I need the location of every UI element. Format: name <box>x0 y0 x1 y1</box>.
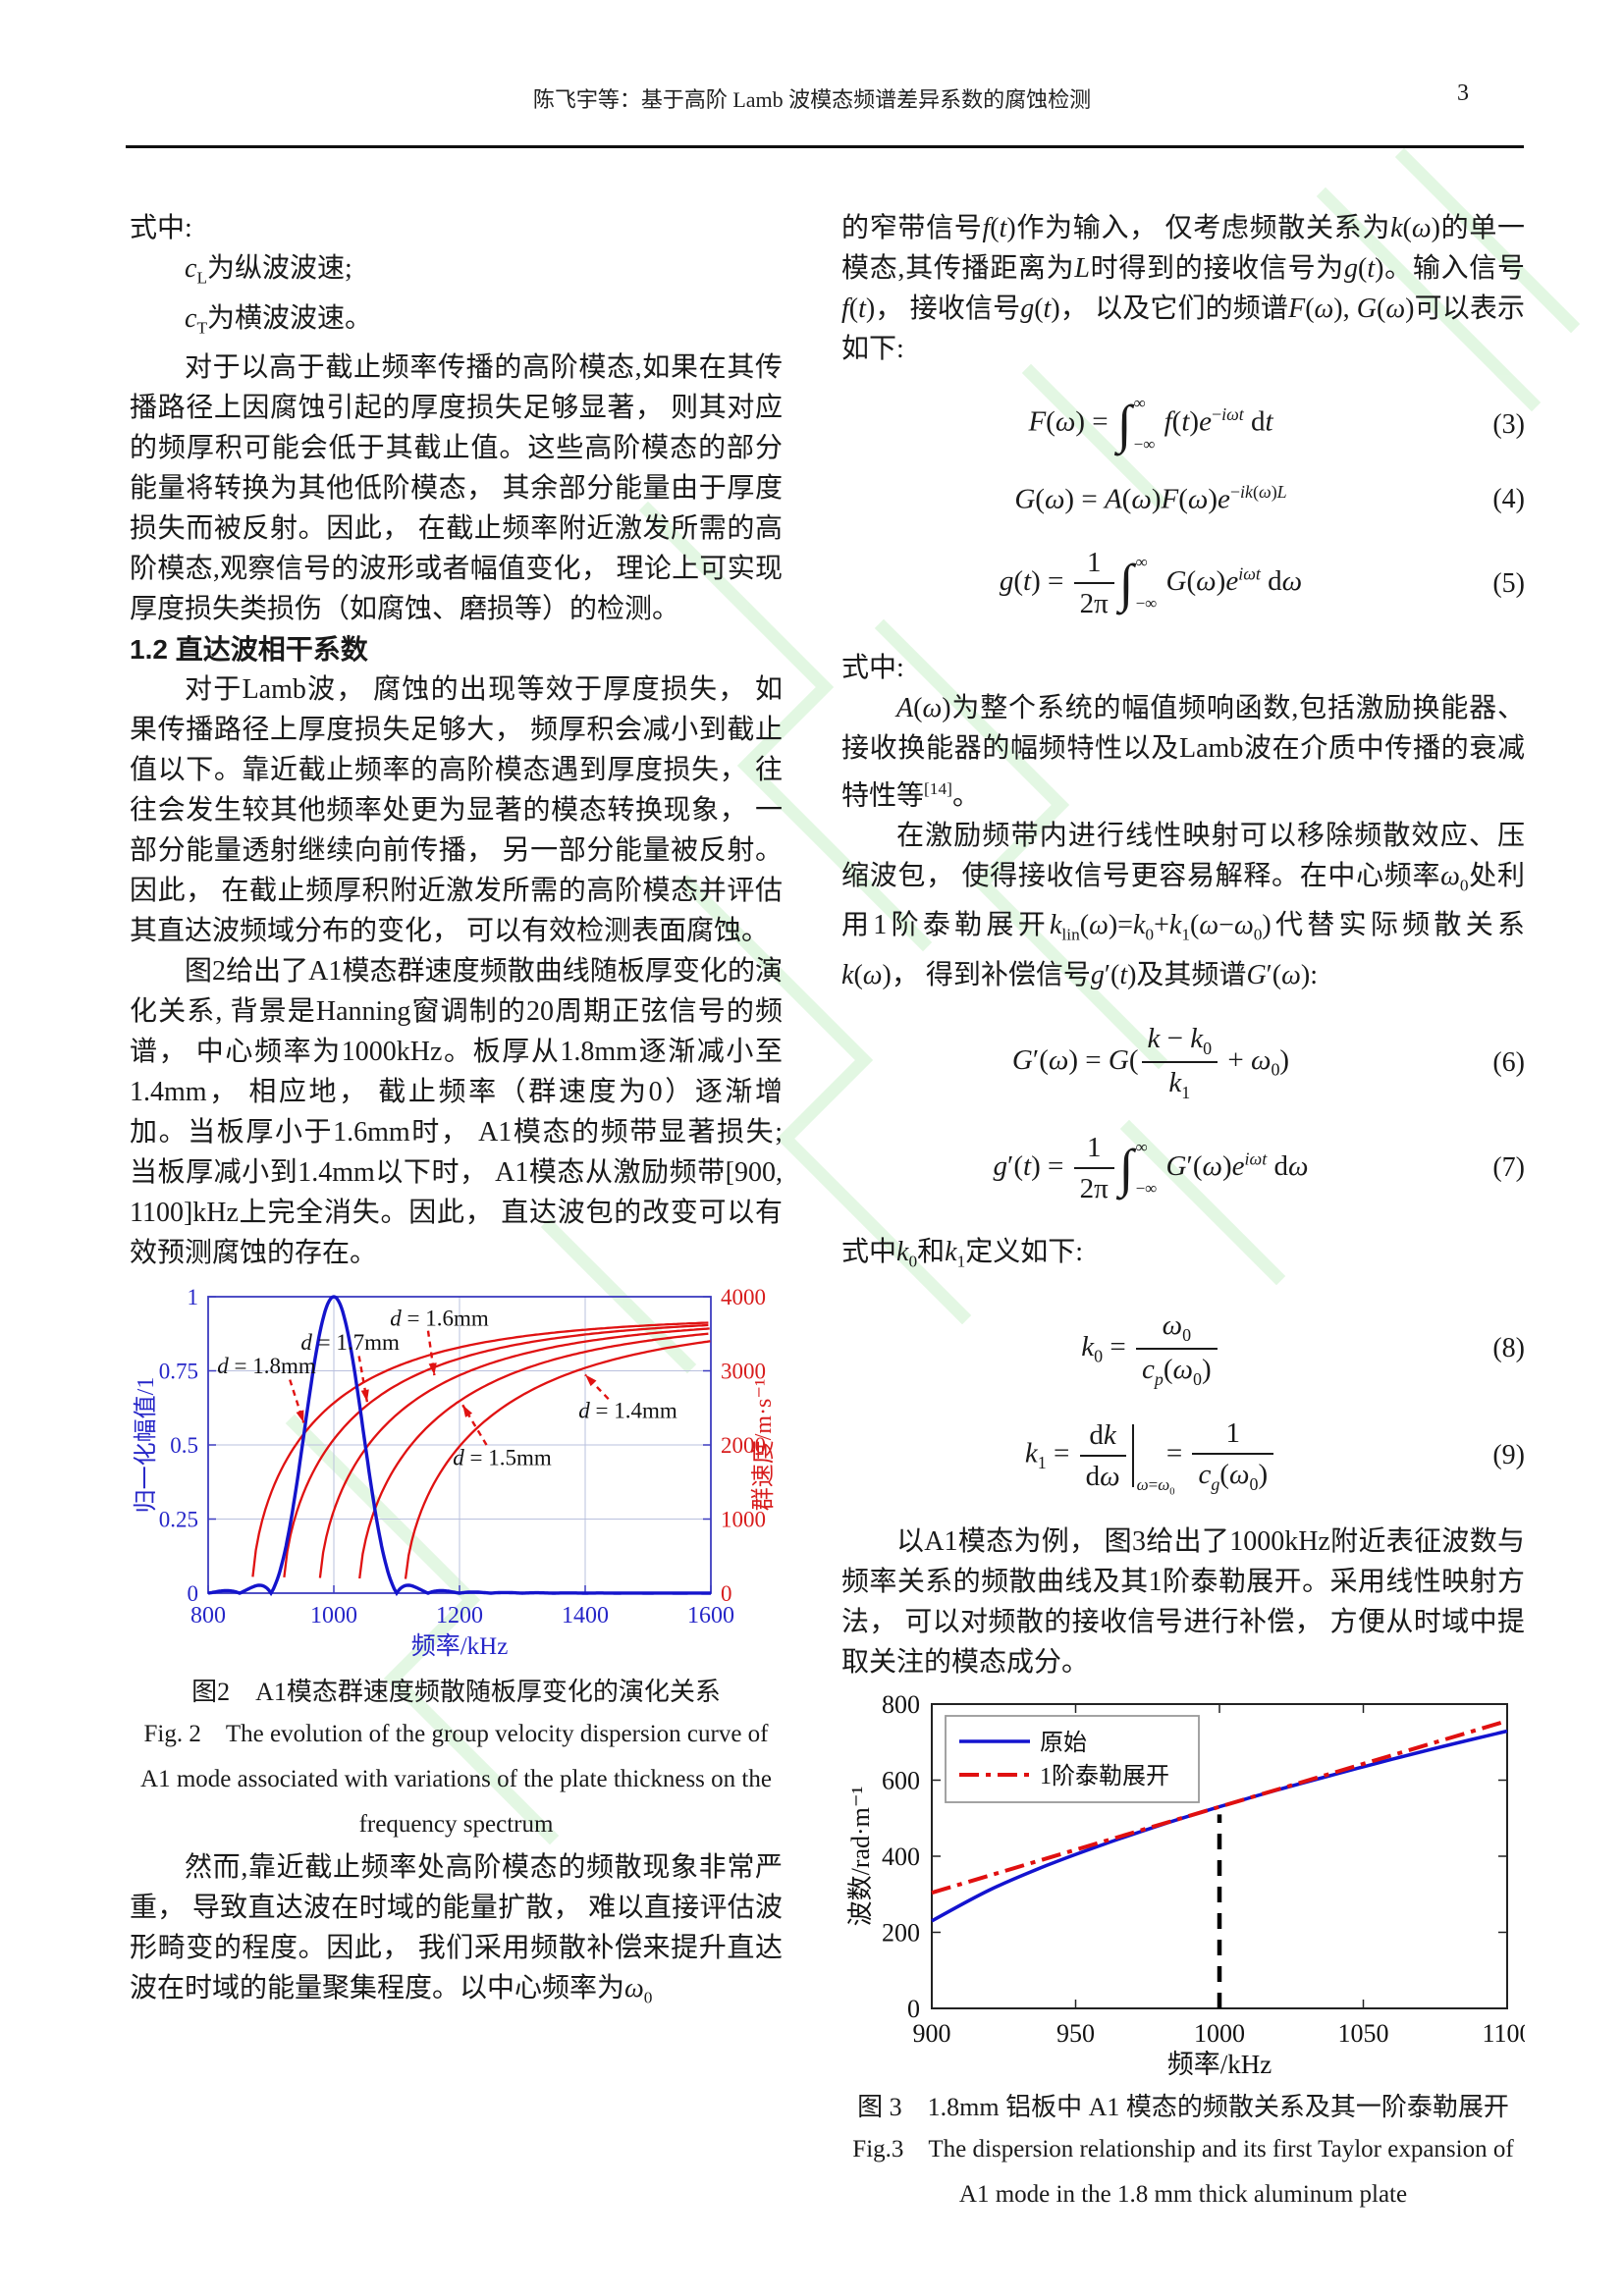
equation-9-number: (9) <box>1492 1440 1525 1471</box>
figure-3-chart: 原始 1阶泰勒展开 900 950 1000 1050 1100 0 200 400 600 800 频… <box>841 1690 1533 2087</box>
svg-text:d = 1.8mm: d = 1.8mm <box>217 1354 316 1378</box>
svg-text:d = 1.4mm: d = 1.4mm <box>578 1398 677 1422</box>
paragraph-shizhong: 式中: <box>130 213 192 243</box>
equation-7: g′(t) = 1 2π ∫ ∞ −∞ G′(ω)eiωt dω (7) <box>841 1130 1525 1207</box>
figure-2-chart: d = 1.8mm d = 1.7mm d = 1.6mm d = 1.5mm d = … <box>130 1281 783 1672</box>
svg-text:d = 1.6mm: d = 1.6mm <box>390 1307 489 1331</box>
paragraph-linear-mapping: 在激励频带内进行线性映射可以移除频散效应、压缩波包， 使得接收信号更容易解释。在… <box>841 820 1525 991</box>
left-column: 式中: cL为纵波波速; cT为横波波速。 对于以高于截止频率传播的高阶模态,如… <box>130 208 783 2018</box>
svg-text:群速度/m·s⁻¹: 群速度/m·s⁻¹ <box>750 1379 777 1512</box>
definition-cl: cL为纵波波速; <box>185 253 352 288</box>
figure-3-legend: 原始 1阶泰勒展开 <box>945 1714 1200 1803</box>
equation-7-number: (7) <box>1492 1152 1525 1184</box>
paragraph-dispersion-compensation: 然而,靠近截止频率处高阶模态的频散现象非常严重， 导致直达波在时域的能量扩散， … <box>130 1852 783 2007</box>
equation-5: g(t) = 1 2π ∫ ∞ −∞ G(ω)eiωt dω (5) <box>841 545 1525 622</box>
svg-text:d = 1.5mm: d = 1.5mm <box>453 1446 552 1470</box>
paragraph-narrowband-input: 的窄带信号f(t)作为输入， 仅考虑频散关系为k(ω)的单一模态,其传播距离为L… <box>841 213 1526 364</box>
equation-3-body: F(ω) = ∫ ∞ −∞ f(t)e−iωt dt <box>1028 394 1273 454</box>
svg-text:1阶泰勒展开: 1阶泰勒展开 <box>1040 1763 1169 1789</box>
equation-3: F(ω) = ∫ ∞ −∞ f(t)e−iωt dt (3) <box>841 395 1525 454</box>
svg-text:1000: 1000 <box>721 1508 766 1532</box>
svg-text:0.75: 0.75 <box>159 1360 198 1384</box>
equation-8-body: k0 = ω0 cp(ω0) <box>841 1308 1460 1391</box>
equation-9: k1 = dk dω ω=ω0 = 1 cg(ω0) (9) <box>841 1415 1525 1498</box>
svg-text:950: 950 <box>1056 2019 1095 2048</box>
svg-text:0: 0 <box>907 1995 920 2023</box>
dispersion-curve-d18mm <box>251 1321 709 1577</box>
figure-3-caption-cn: 图 3 1.8mm 铝板中 A1 模态的频散关系及其一阶泰勒展开 <box>857 2092 1509 2121</box>
svg-text:600: 600 <box>882 1766 920 1794</box>
svg-text:原始: 原始 <box>1040 1730 1087 1756</box>
equation-5-number: (5) <box>1492 567 1525 599</box>
svg-text:波数/rad·m⁻¹: 波数/rad·m⁻¹ <box>846 1786 875 1926</box>
equation-5-body: g(t) = 1 2π ∫ ∞ −∞ G(ω)eiωt dω <box>999 547 1303 620</box>
series-original <box>931 1729 1508 1923</box>
svg-text:4000: 4000 <box>721 1285 766 1309</box>
svg-text:1100: 1100 <box>1482 2019 1525 2048</box>
equation-8-number: (8) <box>1492 1333 1525 1364</box>
paragraph-amplitude-response: A(ω)为整个系统的幅值频响函数,包括激励换能器、接收换能器的幅频特性以及Lam… <box>841 692 1525 811</box>
paragraph-high-order-modes: 对于以高于截止频率传播的高阶模态,如果在其传播路径上因腐蚀引起的厚度损失足够显著… <box>130 352 783 625</box>
svg-text:1: 1 <box>188 1285 199 1309</box>
svg-text:1000: 1000 <box>310 1603 357 1629</box>
dispersion-curve-d16mm <box>318 1327 710 1578</box>
equation-4-number: (4) <box>1492 484 1525 514</box>
svg-text:0: 0 <box>721 1581 732 1606</box>
svg-text:频率/kHz: 频率/kHz <box>411 1632 509 1660</box>
svg-text:0.5: 0.5 <box>170 1433 198 1458</box>
dispersion-curve-d15mm <box>358 1332 709 1579</box>
svg-text:1200: 1200 <box>436 1603 483 1629</box>
equation-8: k0 = ω0 cp(ω0) (8) <box>841 1308 1525 1391</box>
dispersion-curve-d14mm <box>404 1340 711 1579</box>
paragraph-shizhong-right: 式中: <box>841 652 904 683</box>
equation-4-body: G(ω) = A(ω)F(ω)e−ik(ω)L <box>1014 482 1287 515</box>
svg-text:200: 200 <box>882 1918 920 1947</box>
paragraph-k0-k1-definition: 式中k0和k1定义如下: <box>841 1237 1084 1271</box>
header-rule <box>126 145 1524 148</box>
svg-text:1400: 1400 <box>562 1603 609 1629</box>
page-number: 3 <box>1457 80 1469 106</box>
svg-text:800: 800 <box>882 1690 920 1719</box>
equation-4: G(ω) = A(ω)F(ω)e−ik(ω)L (4) <box>841 479 1525 519</box>
equation-7-body: g′(t) = 1 2π ∫ ∞ −∞ G′(ω)eiωt dω <box>993 1131 1309 1204</box>
svg-text:d = 1.7mm: d = 1.7mm <box>300 1330 400 1355</box>
equation-3-number: (3) <box>1492 408 1525 440</box>
running-header-title: 陈飞宇等：基于高阶 Lamb 波模态频谱差异系数的腐蚀检测 <box>532 87 1092 112</box>
equation-6: G′(ω) = G(k − k0 k1 + ω0) (6) <box>841 1021 1525 1104</box>
paragraph-fig2-description: 图2给出了A1模态群速度频散曲线随板厚变化的演化关系, 背景是Hanning窗调… <box>130 956 783 1269</box>
svg-text:归一化幅值/1: 归一化幅值/1 <box>133 1377 159 1514</box>
svg-text:2000: 2000 <box>721 1433 766 1458</box>
svg-text:800: 800 <box>190 1603 226 1629</box>
right-column: 的窄带信号f(t)作为输入， 仅考虑频散关系为k(ω)的单一模态,其传播距离为L… <box>841 208 1533 2217</box>
definition-ct: cT为横波波速。 <box>185 302 373 338</box>
svg-text:频率/kHz: 频率/kHz <box>1167 2050 1272 2075</box>
dispersion-curve-d17mm <box>283 1323 709 1578</box>
figure-3-caption-en: Fig.3 The dispersion relationship and it… <box>852 2135 1514 2208</box>
equation-9-body: k1 = dk dω ω=ω0 = 1 cg(ω0) <box>841 1415 1460 1498</box>
svg-text:1050: 1050 <box>1338 2019 1389 2048</box>
svg-text:1000: 1000 <box>1194 2019 1245 2048</box>
equation-6-body: G′(ω) = G(k − k0 k1 + ω0) <box>1011 1023 1290 1103</box>
section-heading-1-2: 1.2 直达波相干系数 <box>130 634 368 666</box>
paragraph-lamb-corrosion: 对于Lamb波， 腐蚀的出现等效于厚度损失， 如果传播路径上厚度损失足够大， 频… <box>130 674 783 947</box>
figure-3-svg: 原始 1阶泰勒展开 900 950 1000 1050 1100 0 200 400 600 800 频… <box>846 1690 1533 2079</box>
svg-text:400: 400 <box>882 1842 920 1871</box>
svg-text:0.25: 0.25 <box>159 1508 198 1532</box>
figure-2-caption-en: Fig. 2 The evolution of the group veloci… <box>140 1721 772 1839</box>
equation-6-number: (6) <box>1492 1046 1525 1078</box>
svg-text:1600: 1600 <box>687 1603 734 1629</box>
svg-text:3000: 3000 <box>721 1360 766 1384</box>
figure-2-caption-cn: 图2 A1模态群速度频散随板厚变化的演化关系 <box>191 1678 721 1707</box>
svg-text:0: 0 <box>188 1581 199 1606</box>
paragraph-fig3-description: 以A1模态为例， 图3给出了1000kHz附近表征波数与频率关系的频散曲线及其1… <box>841 1525 1525 1678</box>
svg-text:900: 900 <box>913 2019 951 2048</box>
hanning-spectrum-curve <box>207 1295 711 1597</box>
series-taylor <box>931 1718 1508 1895</box>
